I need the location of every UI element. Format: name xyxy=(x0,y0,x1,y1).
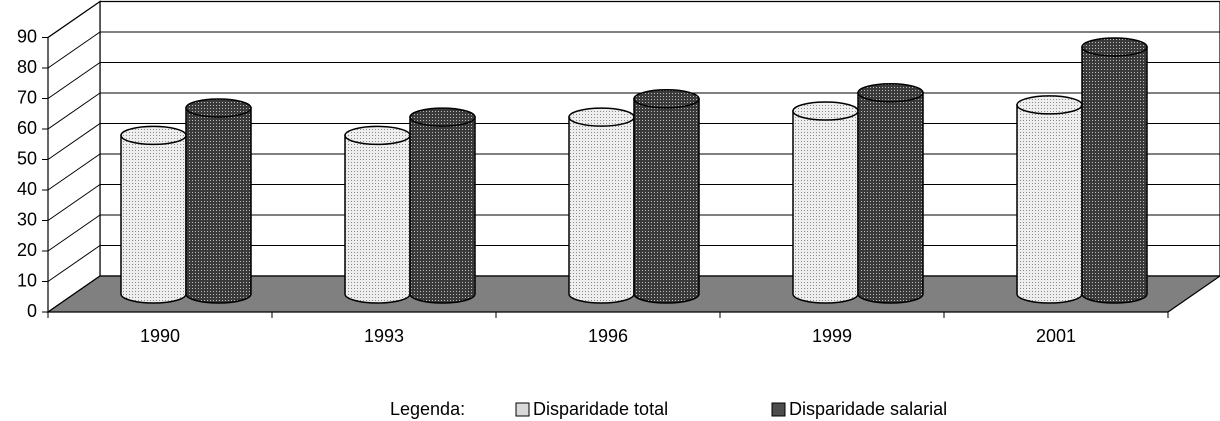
bar-body xyxy=(185,107,252,304)
bar-top xyxy=(185,98,252,118)
bar-body xyxy=(1081,46,1148,304)
bar xyxy=(857,82,924,304)
legend-title: Legenda: xyxy=(390,399,465,419)
y-tick-label: 30 xyxy=(17,209,37,229)
grid-line xyxy=(47,62,101,99)
legend-label: Disparidade total xyxy=(533,399,668,419)
bar-body xyxy=(633,98,700,304)
y-tick-label: 0 xyxy=(27,301,37,321)
grid-line xyxy=(47,1,101,38)
bar xyxy=(1016,95,1083,304)
bar xyxy=(409,107,476,304)
bar-body xyxy=(344,134,411,304)
grid-line xyxy=(47,92,101,130)
bar-top xyxy=(120,125,187,146)
bar xyxy=(792,101,859,304)
bar-body xyxy=(857,91,924,304)
y-tick-label: 50 xyxy=(17,148,37,168)
bar xyxy=(120,125,187,304)
y-tick-label: 60 xyxy=(17,118,37,138)
bar-top xyxy=(857,82,924,103)
bar xyxy=(633,89,700,304)
grid-line xyxy=(47,184,101,221)
y-tick-label: 10 xyxy=(17,270,37,290)
bar-body xyxy=(120,134,187,304)
bar-body xyxy=(1016,104,1083,304)
legend-swatch xyxy=(515,402,530,417)
bar-top xyxy=(344,125,411,146)
bar-top xyxy=(792,101,859,121)
bar xyxy=(1081,37,1148,304)
grid-line xyxy=(47,214,101,252)
bar xyxy=(185,98,252,304)
x-tick-label: 1993 xyxy=(364,326,404,346)
bar-top xyxy=(633,89,700,109)
grid-line xyxy=(47,123,101,160)
y-tick-label: 40 xyxy=(17,179,37,199)
bar-body xyxy=(568,116,635,304)
legend-label: Disparidade salarial xyxy=(789,399,947,419)
grid-line xyxy=(47,153,101,191)
grid-line xyxy=(47,245,101,282)
x-tick-label: 1990 xyxy=(140,326,180,346)
bar-top xyxy=(409,107,476,127)
bar-top xyxy=(1016,95,1083,115)
y-tick-label: 20 xyxy=(17,240,37,260)
bar xyxy=(344,125,411,304)
y-tick-label: 90 xyxy=(17,26,37,46)
legend-swatch xyxy=(771,402,786,417)
bar-body xyxy=(792,110,859,304)
x-tick-label: 2001 xyxy=(1036,326,1076,346)
side-wall xyxy=(47,0,101,314)
bar xyxy=(568,107,635,304)
x-tick-label: 1996 xyxy=(588,326,628,346)
bar-body xyxy=(409,116,476,304)
x-tick-label: 1999 xyxy=(812,326,852,346)
y-tick-label: 80 xyxy=(17,57,37,77)
grid-line xyxy=(47,31,101,69)
y-tick-label: 70 xyxy=(17,87,37,107)
bar-top xyxy=(568,107,635,127)
bar-top xyxy=(1081,37,1148,57)
